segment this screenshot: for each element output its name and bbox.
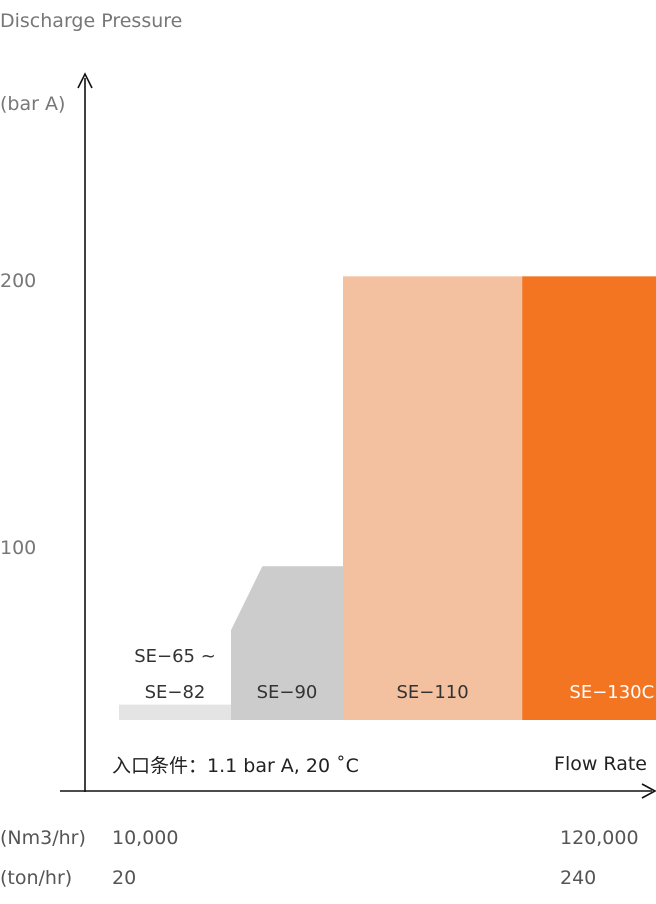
x-axis-title: Flow Rate: [554, 753, 647, 775]
region-se-65-se-82: [119, 704, 231, 720]
region-label: SE−110: [396, 682, 468, 703]
inlet-condition-note: 入口条件：1.1 bar A, 20 ˚C: [112, 755, 359, 777]
region-se-110: [343, 276, 523, 720]
regions-group: SE−65 ~ SE−82 SE−90 SE−110 SE−130C: [119, 276, 656, 720]
y-axis-title: Discharge Pressure: [0, 10, 182, 32]
region-se-130c: [522, 276, 656, 720]
y-tick-label-100: 100: [0, 537, 36, 559]
x-max-label-nm3: 120,000: [560, 827, 639, 849]
x-min-label-nm3: 10,000: [112, 827, 178, 849]
y-axis-unit: (bar A): [0, 93, 65, 115]
region-label: SE−90: [257, 682, 318, 703]
x-unit-label-nm3: (Nm3/hr): [0, 827, 86, 849]
y-axis-arrow: [77, 72, 93, 89]
region-label: SE−130C: [569, 682, 654, 703]
x-max-label-ton: 240: [560, 867, 596, 889]
region-se-90: [231, 566, 343, 720]
region-label: SE−65 ~: [134, 646, 216, 667]
y-tick-label-200: 200: [0, 270, 36, 292]
region-label: SE−82: [145, 682, 206, 703]
x-unit-label-ton: (ton/hr): [0, 867, 72, 889]
x-min-label-ton: 20: [112, 867, 136, 889]
x-axis-arrow: [641, 783, 656, 799]
